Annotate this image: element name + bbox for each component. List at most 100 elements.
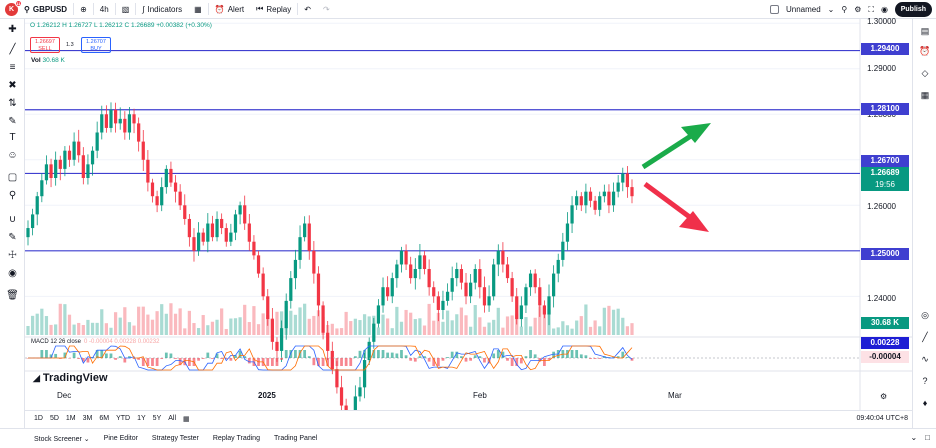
eye-icon[interactable]: ◉ [8,268,17,279]
horizontal-levels[interactable] [25,49,860,252]
level-label[interactable]: 1.26700 [861,155,909,167]
volume-bar [422,325,427,335]
grid [25,19,912,410]
volume-bar [432,320,436,335]
volume-bar [381,314,385,335]
tab-replay-trading[interactable]: Replay Trading [212,435,260,442]
emoji-icon[interactable]: ☺ [7,150,18,161]
magnet-icon[interactable]: ∪ [8,214,17,225]
price-tick: 1.29000 [867,64,896,73]
candle-body [169,168,173,183]
timeframe-6m[interactable]: 6M [99,415,110,422]
fullscreen-icon[interactable]: ⛶ [868,4,875,14]
search-icon: ⚲ [24,4,30,14]
indicators-button[interactable]: ∫ Indicators [136,0,188,19]
sell-button[interactable]: 1.26697 SELL [30,37,60,53]
buy-button[interactable]: 1.26707 BUY [81,37,111,53]
top-right-controls: Unnamed ⌄ ⚲ ⚙ ⛶ ◉ [769,0,888,19]
watchlist-icon[interactable]: ▤ [920,26,930,36]
layout-name[interactable]: Unnamed [785,5,821,14]
timezone-clock[interactable]: 09:40:04 UTC+8 [856,415,908,422]
chevron-down-icon[interactable]: ⌄ [827,5,835,14]
timeframe-5d[interactable]: 5D [49,415,59,422]
timeframe-1y[interactable]: 1Y [137,415,146,422]
volume-bar [118,317,122,335]
macd-histogram-bar [146,358,150,366]
text-icon[interactable]: T [9,132,16,143]
alerts-panel-icon[interactable]: ⏰ [919,46,931,56]
level-label[interactable]: 1.29400 [861,43,909,55]
layers-icon[interactable]: ◇ [921,68,929,78]
volume-legend-label: Vol [31,57,41,64]
target-icon[interactable]: ◎ [921,310,929,320]
undo-button[interactable]: ↶ [298,0,317,19]
volume-bars [26,303,634,335]
macd-histogram-bar [570,350,574,358]
layout-checkbox[interactable] [769,5,779,14]
tab-strategy-tester[interactable]: Strategy Tester [151,435,199,442]
volume-bar [90,322,95,335]
timeframe-ytd[interactable]: YTD [116,415,131,422]
trash-icon[interactable]: 🗑 [6,290,19,301]
zoom-icon[interactable]: ⚲ [8,190,17,201]
lock-icon[interactable]: ☩ [8,250,17,261]
macd-histogram-bar [187,358,191,366]
pattern-icon[interactable]: ✖ [8,80,17,91]
timeframe-1d[interactable]: 1D [34,415,43,422]
templates-button[interactable]: ▦ [188,0,208,19]
fib-retracement-icon[interactable]: ≡ [9,62,16,73]
tab-pine-editor[interactable]: Pine Editor [103,435,138,442]
timeframe-1m[interactable]: 1M [65,415,76,422]
trend-line-icon[interactable]: ╱ [9,44,16,55]
bell-icon[interactable]: ♦ [922,398,928,408]
timeframe-all[interactable]: All [168,415,177,422]
candles [26,102,634,410]
pulse-icon[interactable]: ∿ [921,354,929,364]
candle-body [344,405,348,410]
crosshair-icon[interactable]: ✚ [8,24,17,35]
price-chart[interactable] [25,19,912,410]
timeframe-3m[interactable]: 3M [82,415,93,422]
quick-search-icon[interactable]: ⚲ [841,5,848,14]
macd-histogram-bar [607,357,611,358]
help-icon[interactable]: ? [922,376,928,386]
divider [207,3,209,15]
draw-line-icon[interactable]: ╱ [922,332,928,342]
volume-bar [164,313,168,335]
candle-body [593,200,597,210]
calendar-icon[interactable]: ▦ [920,90,930,100]
level-label[interactable]: 1.25000 [861,248,909,260]
interval-button[interactable]: 4h [94,0,115,19]
settings-icon[interactable]: ⚙ [880,392,888,401]
add-symbol-button[interactable]: ⊕ [74,0,93,19]
candle-body [210,223,215,238]
replay-button[interactable]: ⏮ Replay [250,0,297,19]
user-avatar[interactable]: K 11 [5,0,22,16]
tab-stock-screener[interactable]: Stock Screener ⌄ [34,435,90,443]
camera-icon[interactable]: ◉ [881,5,888,14]
time-label: 2025 [258,391,276,400]
tab-trading-panel[interactable]: Trading Panel [273,435,318,442]
candle-body [501,250,505,265]
ruler-icon[interactable]: ▢ [7,172,18,183]
forecast-icon[interactable]: ⇅ [8,98,17,109]
settings-icon[interactable]: ⚙ [854,5,862,14]
level-label[interactable]: 1.28100 [861,103,909,115]
macd-histogram-bar [455,351,459,358]
timeframe-5y[interactable]: 5Y [152,415,162,422]
volume-bar [459,307,464,335]
brush-icon[interactable]: ✎ [8,116,17,127]
redo-button[interactable]: ↷ [317,0,336,19]
symbol-search-button[interactable]: ⚲ GBPUSD [18,0,73,19]
candle-body [30,214,35,229]
candle-body [63,150,67,169]
candle-body [44,164,49,181]
collapse-icon[interactable]: ⌄ [910,433,918,442]
macd-histogram-bar [104,353,108,358]
publish-button[interactable]: Publish [894,2,932,17]
chart-type-button[interactable]: ▧ [116,0,136,19]
maximize-icon[interactable]: □ [925,433,930,442]
alert-button[interactable]: ⏰ Alert [209,0,250,19]
lock-drawing-icon[interactable]: ✎ [8,232,17,243]
date-range-icon[interactable]: ▦ [183,415,190,423]
